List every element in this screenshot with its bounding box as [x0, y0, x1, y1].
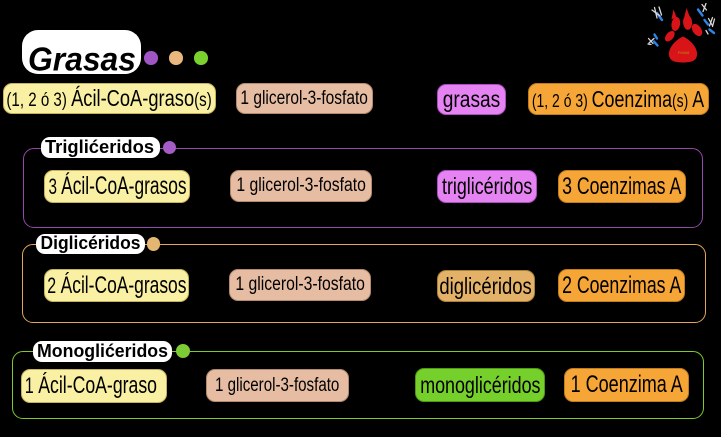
- svg-text:PUMA: PUMA: [678, 50, 690, 55]
